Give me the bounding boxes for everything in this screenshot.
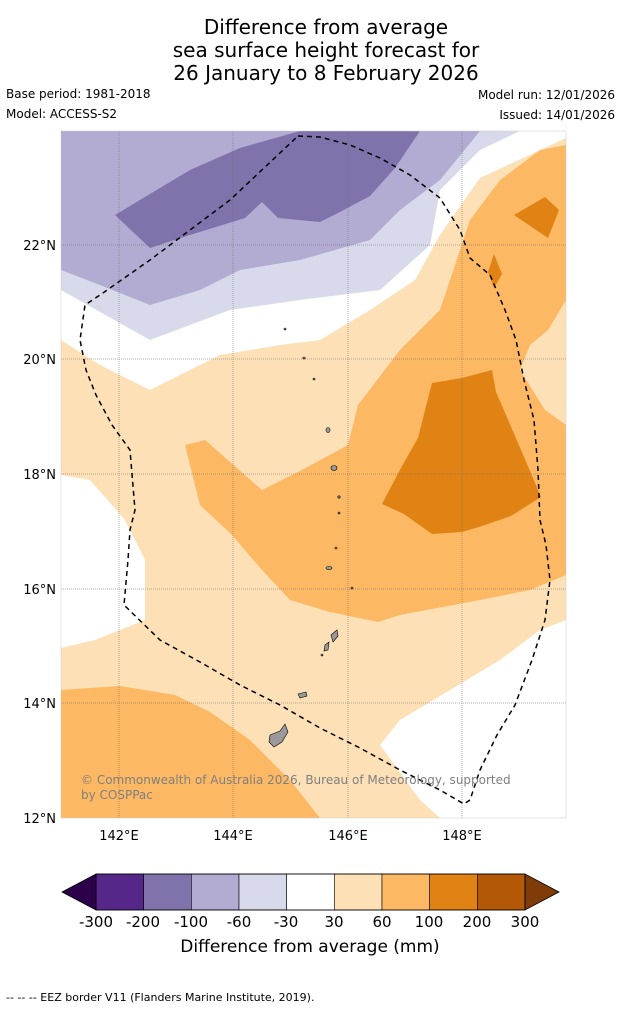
- colorbar-tick: 30: [324, 913, 343, 931]
- title-line-1: Difference from average: [203, 15, 449, 39]
- colorbar-under-arrow: [61, 873, 97, 911]
- lat-label-22n: 22°N: [23, 239, 56, 254]
- island: [320, 653, 324, 657]
- anomaly-neg100-200-region: [115, 131, 420, 248]
- colorbar-bin: [381, 873, 430, 911]
- gridlines: [61, 131, 566, 818]
- colorbar-bin: [429, 873, 478, 911]
- colorbar-tick: -100: [174, 913, 208, 931]
- colorbar-tick: 200: [463, 913, 492, 931]
- lat-label-16n: 16°N: [23, 583, 56, 598]
- colorbar-bin: [286, 873, 335, 911]
- latitude-labels: 22°N 20°N 18°N 16°N 14°N 12°N: [23, 239, 56, 827]
- lon-label-146e: 146°E: [328, 829, 368, 844]
- anomaly-60-100-southwest: [61, 686, 320, 818]
- colorbar-tick: -200: [126, 913, 160, 931]
- anomaly-60-100-edge-east: [520, 300, 566, 425]
- colorbar: -300 -200 -100 -60 -30 30 60 100 200 300: [61, 873, 560, 931]
- colorbar-tick: 300: [511, 913, 540, 931]
- lat-label-18n: 18°N: [23, 468, 56, 483]
- model-run: Model run: 12/01/2026: [477, 88, 615, 102]
- lon-label-144e: 144°E: [213, 829, 253, 844]
- colorbar-bin: [95, 873, 144, 911]
- island-guam: [268, 723, 289, 748]
- map-frame: [60, 130, 567, 819]
- colorbar-tick: 100: [415, 913, 444, 931]
- title-line-2: sea surface height forecast for: [172, 38, 480, 62]
- colorbar-tick: -300: [79, 913, 113, 931]
- base-period: Base period: 1981-2018: [6, 87, 151, 101]
- island: [325, 427, 331, 433]
- longitude-labels: 142°E 144°E 146°E 148°E: [99, 829, 482, 844]
- islands: [268, 327, 354, 748]
- island: [337, 511, 341, 515]
- lat-label-14n: 14°N: [23, 697, 56, 712]
- lat-label-20n: 20°N: [23, 353, 56, 368]
- map-title: Difference from average sea surface heig…: [0, 16, 621, 85]
- model-name: Model: ACCESS-S2: [6, 107, 118, 121]
- colorbar-bin: [191, 873, 240, 911]
- lat-label-12n: 12°N: [23, 812, 56, 827]
- colorbar-tick: -30: [274, 913, 299, 931]
- copyright-notice: © Commonwealth of Australia 2026, Bureau…: [81, 773, 511, 802]
- eez-border: [79, 135, 551, 805]
- island: [330, 629, 339, 643]
- lon-label-142e: 142°E: [99, 829, 139, 844]
- colorbar-bin: [238, 873, 287, 911]
- colorbar-tick: -60: [227, 913, 252, 931]
- eez-footnote: -- -- -- EEZ border V11 (Flanders Marine…: [6, 991, 315, 1004]
- title-line-3: 26 January to 8 February 2026: [173, 61, 479, 85]
- island: [302, 356, 306, 360]
- island: [337, 495, 341, 499]
- anomaly-neutral-west-coast: [61, 475, 145, 648]
- colorbar-bin: [477, 873, 526, 911]
- lon-label-148e: 148°E: [442, 829, 482, 844]
- colorbar-label: Difference from average (mm): [180, 937, 440, 957]
- island: [323, 641, 330, 652]
- colorbar-bins: [95, 873, 526, 911]
- island: [350, 586, 354, 590]
- colorbar-frame: [95, 873, 526, 911]
- colorbar-bin: [143, 873, 192, 911]
- island: [325, 566, 333, 570]
- island: [334, 546, 338, 550]
- anomaly-100-200-region: [382, 370, 541, 534]
- anomaly-100-200-north: [514, 197, 559, 238]
- anomaly-neutral-southeast: [380, 620, 566, 818]
- island: [330, 465, 338, 471]
- colorbar-ticks: -300 -200 -100 -60 -30 30 60 100 200 300: [79, 913, 539, 931]
- island: [312, 377, 316, 381]
- colorbar-over-arrow: [524, 873, 560, 911]
- colorbar-bin: [334, 873, 383, 911]
- island: [283, 327, 287, 331]
- colorbar-tick: 60: [372, 913, 391, 931]
- map-area: [61, 131, 566, 818]
- issued-date: Issued: 14/01/2026: [499, 108, 615, 122]
- island: [297, 691, 308, 699]
